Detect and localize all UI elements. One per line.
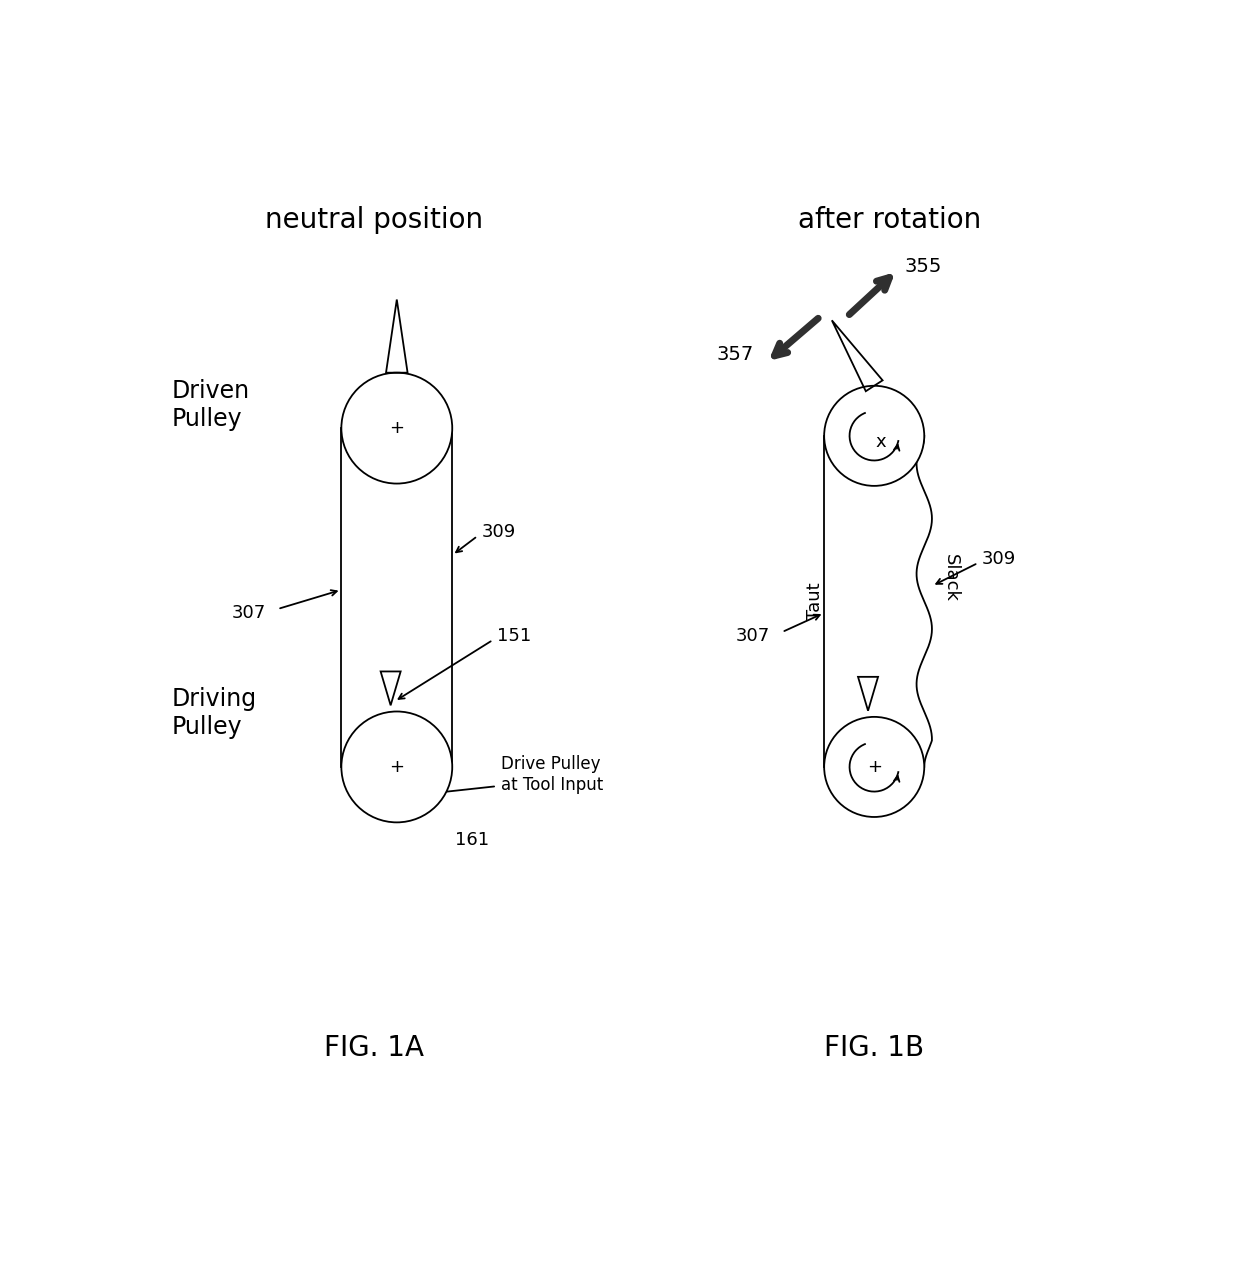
Text: neutral position: neutral position [264,206,482,234]
Text: x: x [875,433,885,451]
Text: FIG. 1B: FIG. 1B [825,1034,924,1062]
Circle shape [341,373,453,484]
Text: Driving
Pulley: Driving Pulley [172,687,257,739]
Circle shape [825,716,924,817]
Text: 357: 357 [717,346,754,364]
Text: +: + [389,759,404,776]
Text: Taut: Taut [806,582,823,621]
Text: 161: 161 [455,831,489,849]
Text: 151: 151 [497,627,531,645]
Text: Driven
Pulley: Driven Pulley [172,379,250,430]
Text: 307: 307 [232,604,265,622]
Text: 307: 307 [737,627,770,645]
Text: +: + [867,759,882,776]
Text: Drive Pulley
at Tool Input: Drive Pulley at Tool Input [501,755,603,794]
Text: 355: 355 [905,257,942,276]
Text: +: + [389,419,404,437]
Circle shape [341,711,453,822]
Text: FIG. 1A: FIG. 1A [324,1034,424,1062]
Text: 309: 309 [481,524,516,541]
Circle shape [825,386,924,485]
Text: 309: 309 [982,550,1017,568]
Text: Slack: Slack [942,554,960,603]
Text: after rotation: after rotation [799,206,981,234]
